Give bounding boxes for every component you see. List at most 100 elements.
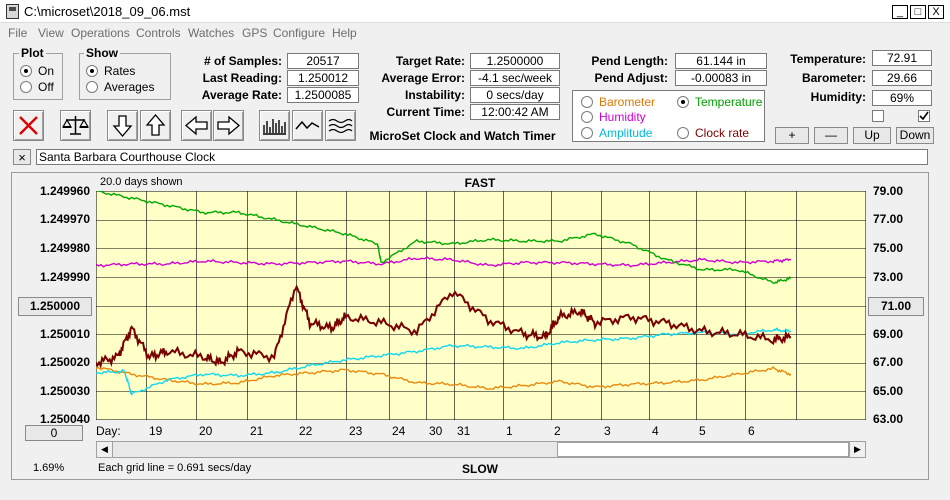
show-rates-radio[interactable] — [86, 65, 98, 77]
target-rate-field[interactable]: 1.2500000 — [470, 53, 560, 69]
barometer-label: Barometer: — [801, 71, 866, 85]
average-rate-field: 1.2500085 — [287, 87, 359, 103]
day-tick-label: 19 — [149, 424, 163, 438]
scale-plus-button[interactable]: + — [775, 127, 809, 144]
day-tick-label: 21 — [250, 424, 264, 438]
grid-lines — [96, 191, 866, 420]
scroll-left-button[interactable] — [181, 110, 212, 141]
show-group: Show Rates Averages — [79, 46, 171, 100]
menu-view[interactable]: View — [38, 26, 64, 40]
day-tick-label: 5 — [699, 424, 706, 438]
instability-field: 0 secs/day — [470, 87, 560, 103]
pend-length-label: Pend Length: — [591, 54, 668, 68]
amplitude-radio[interactable] — [581, 127, 593, 139]
current-time-field: 12:00:42 AM — [470, 104, 560, 120]
show-averages-label: Averages — [104, 80, 155, 94]
barometer-option-label: Barometer — [599, 95, 656, 109]
plot-off-radio[interactable] — [20, 81, 32, 93]
humidity-label: Humidity: — [810, 90, 866, 104]
series-line-humidity — [96, 256, 792, 268]
average-error-label: Average Error: — [381, 71, 465, 85]
clock-rate-option-label: Clock rate — [695, 126, 750, 140]
shift-up-button[interactable] — [140, 110, 171, 141]
minimize-button[interactable]: _ — [892, 5, 908, 19]
barometer-field: 29.66 — [872, 70, 932, 86]
temperature-radio[interactable] — [677, 96, 689, 108]
horizontal-scrollbar[interactable]: ◀ ▶ — [96, 441, 866, 458]
scroll-position-box[interactable]: 0 — [25, 425, 83, 441]
plot-on-radio[interactable] — [20, 65, 32, 77]
humidity-radio[interactable] — [581, 111, 593, 123]
left-tick: 1.249980 — [39, 241, 90, 255]
current-time-label: Current Time: — [386, 105, 465, 119]
day-tick-label: 2 — [554, 424, 561, 438]
menu-help[interactable]: Help — [332, 26, 357, 40]
day-tick-label: 1 — [506, 424, 513, 438]
humidity-option-label: Humidity — [599, 110, 646, 124]
bar-view-button[interactable] — [259, 110, 290, 141]
grid-note-label: Each grid line = 0.691 secs/day — [98, 462, 252, 474]
balance-button[interactable] — [60, 110, 91, 141]
scale-minus-button[interactable]: — — [814, 127, 848, 144]
left-tick: 1.250030 — [39, 384, 90, 398]
shift-down-button[interactable] — [107, 110, 138, 141]
instability-label: Instability: — [404, 88, 465, 102]
show-rates-label: Rates — [104, 64, 136, 78]
menu-controls[interactable]: Controls — [136, 26, 181, 40]
menu-gps[interactable]: GPS — [242, 26, 268, 40]
close-button[interactable]: X — [928, 5, 944, 19]
right-tick: 69.00 — [873, 327, 904, 341]
clock-rate-radio[interactable] — [677, 127, 689, 139]
scroll-right-button[interactable] — [213, 110, 244, 141]
remove-clock-button[interactable]: × — [13, 149, 31, 165]
bar-chart-icon — [263, 119, 286, 135]
arrow-down-icon — [112, 115, 133, 138]
arrow-up-icon — [145, 113, 166, 136]
right-tick: 65.00 — [873, 384, 904, 398]
menu-watches[interactable]: Watches — [188, 26, 235, 40]
maximize-button[interactable]: □ — [910, 5, 926, 19]
right-zero-button[interactable]: 71.00 — [868, 297, 924, 316]
clock-name-input[interactable]: Santa Barbara Courthouse Clock — [36, 149, 928, 165]
show-averages-radio[interactable] — [86, 81, 98, 93]
left-tick: 1.249970 — [39, 212, 90, 226]
aux-checkbox-2[interactable] — [918, 110, 930, 122]
pend-length-field[interactable]: 61.144 in — [675, 53, 767, 69]
scrollbar-thumb[interactable] — [557, 442, 849, 457]
days-shown-label: 20.0 days shown — [100, 176, 183, 188]
series-line-clock-rate — [96, 284, 792, 369]
samples-field: 20517 — [287, 53, 359, 69]
rate-chart[interactable] — [96, 191, 866, 420]
right-tick: 75.00 — [873, 241, 904, 255]
day-tick-label: 3 — [604, 424, 611, 438]
scroll-left-arrow-icon[interactable]: ◀ — [97, 442, 113, 457]
day-tick-label: 4 — [652, 424, 659, 438]
slow-label: SLOW — [462, 462, 498, 476]
scale-down-button[interactable]: Down — [896, 127, 934, 144]
day-tick-label: 30 — [429, 424, 443, 438]
menu-file[interactable]: File — [8, 26, 28, 40]
aux-checkbox-1[interactable] — [872, 110, 884, 122]
menu-configure[interactable]: Configure — [273, 26, 326, 40]
plot-group: Plot On Off — [13, 46, 63, 100]
menu-operations[interactable]: Operations — [71, 26, 130, 40]
scale-up-button[interactable]: Up — [853, 127, 891, 144]
day-tick-label: 23 — [349, 424, 363, 438]
plot-area — [96, 191, 866, 420]
right-tick: 73.00 — [873, 270, 904, 284]
barometer-radio[interactable] — [581, 96, 593, 108]
right-tick: 63.00 — [873, 412, 904, 426]
plot-on-label: On — [38, 64, 55, 78]
plot-off-label: Off — [38, 80, 54, 94]
day-tick-label: 6 — [748, 424, 755, 438]
day-tick-label: 20 — [199, 424, 213, 438]
multi-wave-view-button[interactable] — [325, 110, 356, 141]
left-zero-button[interactable]: 1.250000 — [18, 297, 92, 316]
pend-adjust-label: Pend Adjust: — [594, 71, 668, 85]
show-group-title: Show — [84, 46, 120, 60]
pend-adjust-field: -0.00083 in — [675, 70, 767, 86]
fast-label: FAST — [464, 176, 496, 190]
scroll-right-arrow-icon[interactable]: ▶ — [849, 442, 865, 457]
wave-view-button[interactable] — [292, 110, 323, 141]
clear-button[interactable] — [13, 110, 44, 141]
